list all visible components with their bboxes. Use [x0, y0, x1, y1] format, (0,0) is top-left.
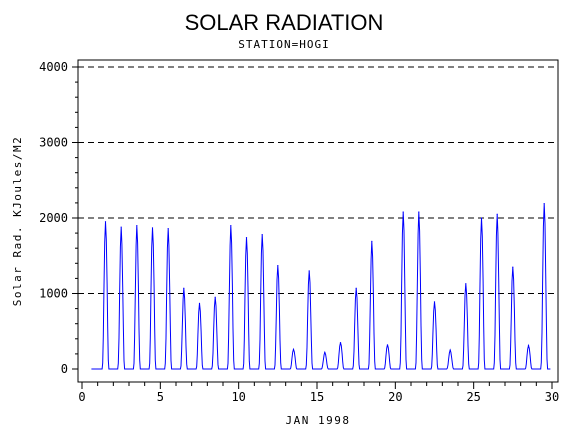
- data-series: [91, 203, 551, 370]
- y-tick-label: 2000: [39, 211, 68, 225]
- chart-title: SOLAR RADIATION: [185, 10, 384, 35]
- x-tick-label: 0: [78, 390, 85, 404]
- chart-subtitle: STATION=HOGI: [238, 38, 329, 51]
- x-tick-label: 5: [157, 390, 164, 404]
- x-tick-label: 10: [231, 390, 245, 404]
- plot-frame: [77, 59, 559, 383]
- series-line-0: [91, 203, 551, 370]
- x-tick-label: 20: [388, 390, 402, 404]
- x-tick-label: 15: [310, 390, 324, 404]
- x-axis-label: JAN 1998: [286, 414, 351, 427]
- y-tick-label: 1000: [39, 287, 68, 301]
- x-tick-label: 25: [466, 390, 480, 404]
- y-tick-label: 0: [61, 362, 68, 376]
- y-tick-label: 3000: [39, 136, 68, 150]
- x-tick-label: 30: [545, 390, 559, 404]
- y-axis: 0 1000 2000 3000 4000: [39, 60, 78, 376]
- y-axis-label: Solar Rad. KJoules/M2: [11, 136, 24, 307]
- y-tick-label: 4000: [39, 60, 68, 74]
- x-axis: 0 5 10 15 20 25 30: [78, 382, 559, 404]
- gridlines: [78, 66, 558, 294]
